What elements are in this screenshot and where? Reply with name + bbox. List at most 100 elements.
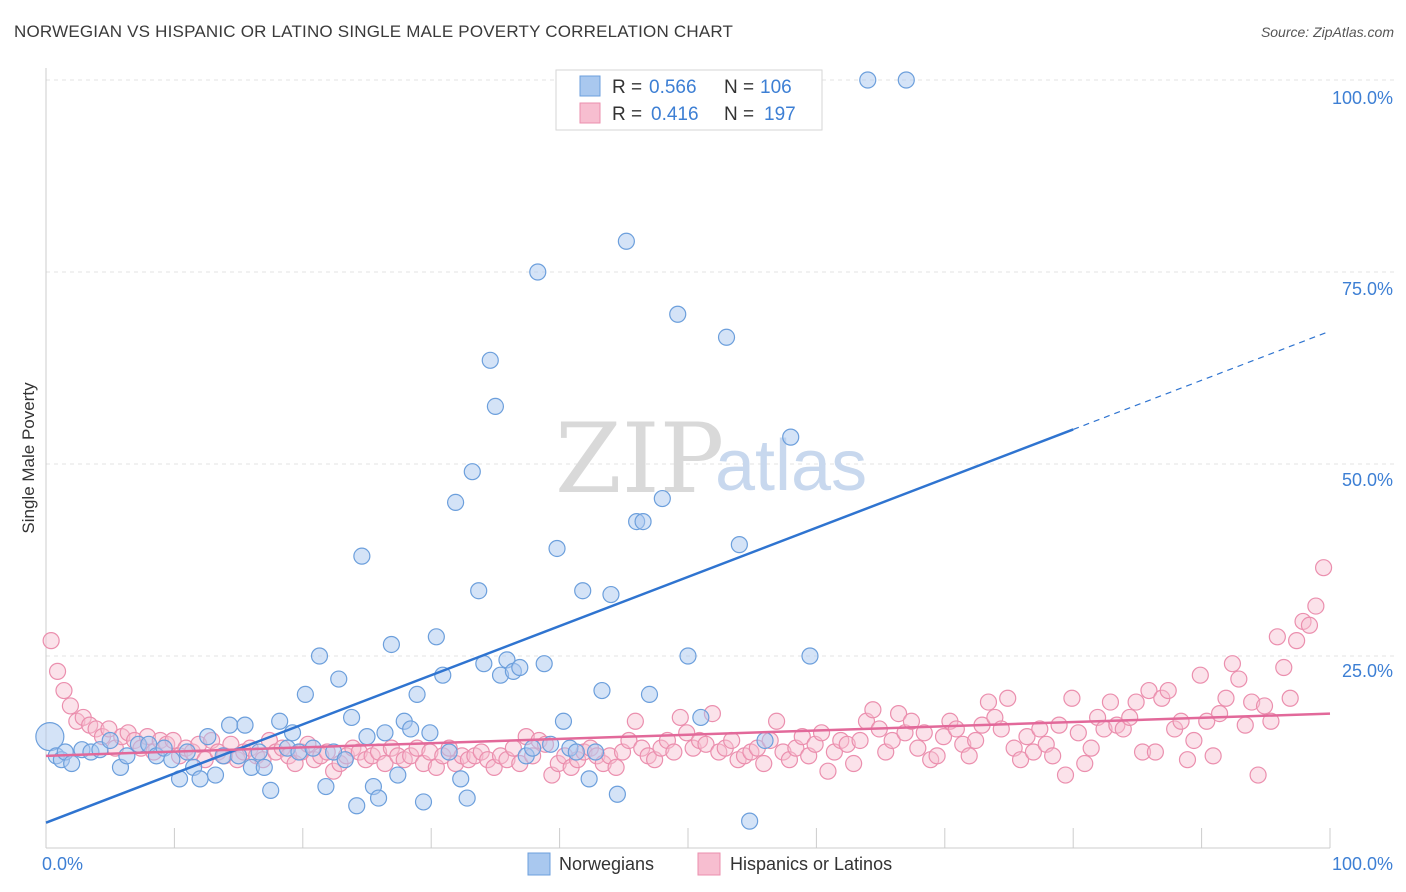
hispanic-point: [48, 662, 67, 680]
norwegian-point: [801, 647, 819, 665]
norwegian-point: [535, 655, 553, 673]
norwegian-trendline-extension: [1072, 330, 1331, 431]
stats-r-label-2: R =: [612, 104, 647, 125]
hispanic-point: [845, 754, 863, 773]
hispanic-point: [626, 712, 644, 730]
norwegian-point: [669, 305, 687, 323]
axes: [45, 68, 1331, 849]
norwegian-point: [470, 582, 488, 600]
norwegian-point: [63, 754, 81, 773]
norwegian-point: [608, 785, 626, 803]
chart-title: NORWEGIAN VS HISPANIC OR LATINO SINGLE M…: [14, 22, 734, 41]
norwegian-point: [756, 731, 774, 750]
hispanic-point: [967, 731, 985, 750]
norwegian-point: [554, 712, 573, 730]
norwegian-point: [101, 731, 119, 750]
norwegian-point: [653, 489, 671, 508]
norwegian-point: [421, 724, 439, 742]
hispanic-point: [1082, 739, 1100, 757]
hispanic-point: [1044, 747, 1062, 765]
hispanic-point: [1236, 716, 1254, 734]
hispanic-point: [1133, 743, 1152, 761]
norwegian-point: [221, 716, 239, 734]
hispanic-point: [723, 731, 741, 750]
norwegian-point: [369, 789, 388, 807]
hispanic-point: [1217, 689, 1235, 707]
norwegian-point: [310, 647, 329, 665]
norwegian-point: [348, 797, 366, 815]
hispanic-point: [1249, 766, 1267, 784]
stats-r-label-1: R =: [612, 77, 647, 98]
norwegian-point: [452, 770, 470, 788]
norwegian-point: [524, 739, 542, 757]
hispanic-point: [376, 754, 394, 773]
norwegian-point: [486, 397, 504, 415]
stats-n-label-2: N =: [724, 104, 759, 125]
hispanic-point: [665, 743, 683, 761]
hispanic-point: [697, 735, 715, 753]
norwegian-point: [427, 628, 445, 646]
hispanic-trendline: [45, 712, 1331, 758]
norwegian-point: [317, 777, 335, 796]
norwegian-point: [463, 463, 481, 481]
norwegian-point: [296, 685, 314, 704]
hispanic-point: [1101, 693, 1120, 711]
norwegian-point: [567, 743, 585, 761]
legend-swatch-hispanics: [697, 852, 721, 876]
legend-label-norwegians: Norwegians: [559, 854, 654, 874]
hispanic-point: [1223, 655, 1242, 673]
hispanic-point: [1121, 708, 1139, 727]
hispanic-point: [1063, 689, 1081, 707]
norwegian-point: [271, 712, 289, 730]
hispanic-point: [1069, 724, 1087, 742]
hispanic-point: [1281, 689, 1299, 707]
norwegian-point: [548, 539, 566, 558]
hispanic-point: [1056, 766, 1075, 784]
hispanic-point: [1243, 693, 1261, 711]
y-tick-label-50: 50.0%: [1342, 470, 1393, 490]
hispanic-point: [979, 693, 998, 711]
hispanic-point: [1268, 628, 1286, 646]
norwegian-point: [617, 232, 635, 250]
x-axis-ticks: [45, 828, 1331, 848]
hispanic-point: [1178, 751, 1197, 769]
norwegian-point: [199, 728, 217, 746]
hispanic-point: [928, 747, 946, 765]
hispanic-point: [42, 632, 60, 650]
norwegian-point: [580, 770, 598, 788]
norwegian-point: [163, 751, 181, 769]
hispanic-point: [819, 762, 837, 780]
stats-swatch-hispanics: [579, 102, 601, 124]
hispanic-point: [812, 724, 831, 742]
hispanic-point: [1314, 559, 1333, 577]
hispanic-point: [1230, 670, 1248, 688]
norwegian-point: [342, 708, 361, 727]
hispanic-point: [1288, 632, 1306, 650]
hispanic-point: [915, 724, 933, 742]
hispanic-point: [793, 728, 811, 746]
hispanic-point: [1159, 681, 1177, 700]
norwegian-point: [717, 328, 736, 346]
hispanic-point: [1275, 658, 1293, 677]
hispanic-point: [1300, 616, 1319, 634]
hispanic-point: [1076, 754, 1094, 773]
norwegian-point: [458, 789, 476, 807]
norwegian-point: [255, 758, 273, 776]
norwegian-point: [402, 720, 420, 738]
hispanic-point: [864, 701, 882, 719]
norwegian-point: [481, 351, 499, 369]
hispanic-point: [1127, 693, 1145, 711]
norwegian-point: [382, 635, 400, 654]
hispanic-point: [1204, 747, 1222, 765]
norwegian-point: [593, 681, 611, 700]
hispanic-point: [607, 758, 625, 776]
norwegian-point: [730, 536, 748, 554]
x-tick-label-0: 0.0%: [42, 854, 83, 874]
hispanic-point: [909, 739, 927, 757]
norwegian-point: [586, 743, 605, 761]
hispanic-point: [1146, 743, 1164, 761]
hispanic-point: [960, 747, 978, 765]
norwegian-point: [358, 728, 376, 746]
hispanic-point: [1262, 712, 1280, 730]
